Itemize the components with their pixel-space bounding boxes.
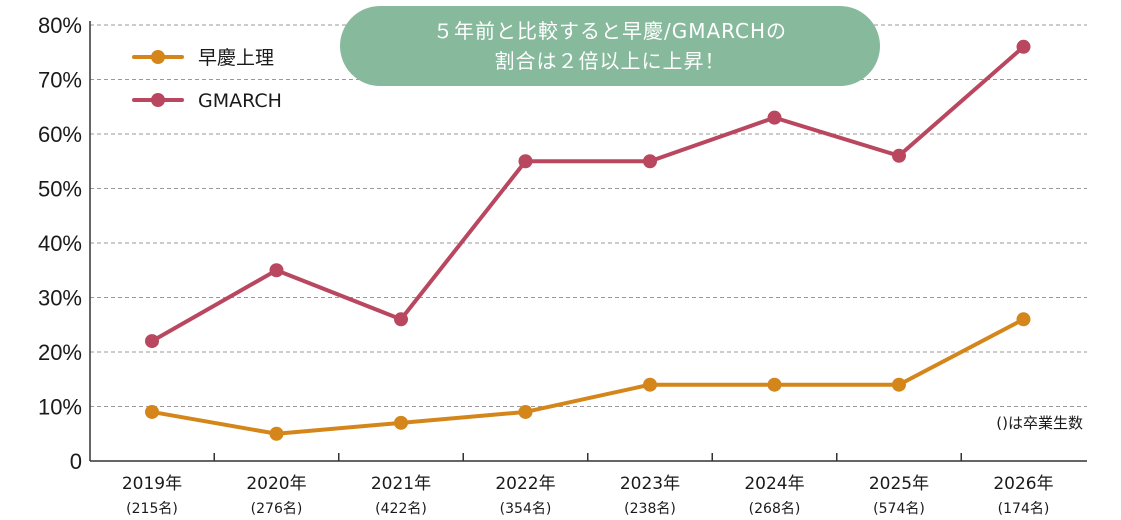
y-tick-label: 80% [38,13,82,38]
data-point [518,154,533,169]
legend: 早慶上理 GMARCH [132,47,282,112]
x-tick-label: 2023年 [620,474,680,494]
data-point [518,404,533,419]
y-tick-label: 60% [38,122,82,147]
legend-label: 早慶上理 [198,47,274,69]
series-line-1 [150,317,1026,436]
x-tick-sublabel: (354名) [500,501,552,517]
y-tick-label: 20% [38,340,82,365]
legend-swatch-marker [151,93,165,107]
data-point [767,110,782,125]
legend-swatch-marker [151,50,165,64]
x-tick-label: 2025年 [869,474,929,494]
callout-box: ５年前と比較すると早慶/GMARCHの 割合は２倍以上に上昇！ [340,6,880,86]
data-point [269,426,284,441]
data-point [643,154,657,169]
data-point [1016,312,1031,327]
data-point [892,377,906,392]
callout-line-2: 割合は２倍以上に上昇！ [494,49,726,73]
series-lines [145,39,1031,441]
callout-line-1: ５年前と比較すると早慶/GMARCHの [432,19,788,43]
legend-label: GMARCH [198,90,282,112]
data-point [394,312,408,327]
data-point [767,377,782,392]
x-tick-label: 2022年 [495,474,555,494]
x-tick-label: 2026年 [993,474,1053,494]
data-point [892,148,906,163]
x-tick-sublabel: (174名) [998,501,1050,517]
y-tick-label: 50% [38,177,82,202]
y-tick-label: 0 [70,449,82,474]
y-tick-labels: 0 10% 20% 30% 40% 50% 60% 70% 80% [38,13,82,474]
x-tick-labels: 2019年 (215名) 2020年 (276名) 2021年 (422名) 2022年 (3… [122,474,1054,517]
y-tick-label: 70% [38,68,82,93]
y-tick-label: 30% [38,286,82,311]
x-tick-sublabel: (238名) [624,501,676,517]
x-tick-label: 2019年 [122,474,182,494]
data-point [394,415,408,430]
series-line-2 [150,44,1026,344]
y-tick-label: 40% [38,231,82,256]
data-point [269,263,284,278]
x-tick-label: 2020年 [246,474,306,494]
x-tick-sublabel: (268名) [749,501,801,517]
data-point [145,404,159,419]
x-tick-label: 2021年 [371,474,431,494]
x-tick-sublabel: (215名) [126,501,178,517]
axes [89,21,1087,462]
data-point [145,334,159,349]
data-point [1016,39,1031,54]
note-text: ()は卒業生数 [996,414,1083,432]
x-tick-sublabel: (422名) [375,501,427,517]
x-tick-label: 2024年 [744,474,804,494]
x-tick-sublabel: (276名) [251,501,303,517]
y-tick-label: 10% [38,395,82,420]
data-point [643,377,657,392]
x-tick-sublabel: (574名) [873,501,925,517]
